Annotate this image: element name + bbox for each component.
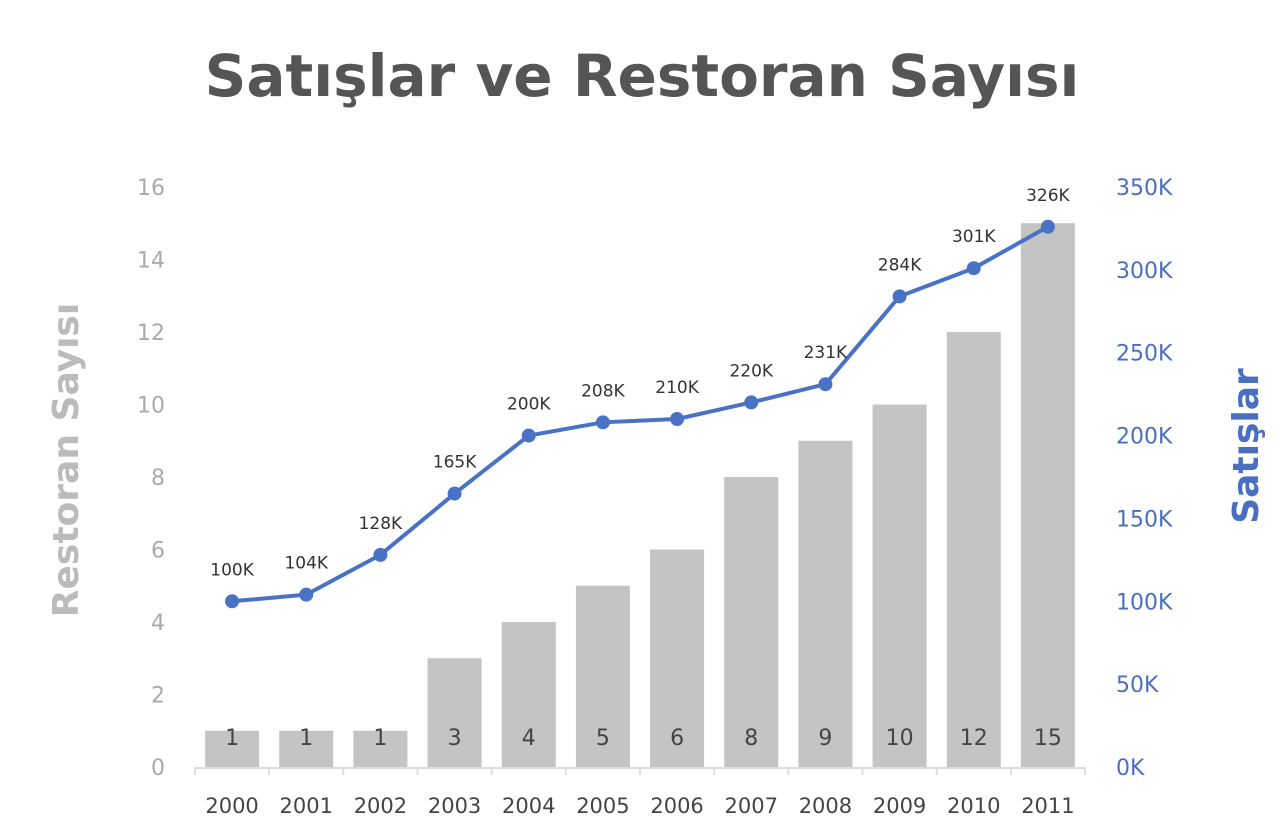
sales-value-label: 210K xyxy=(655,378,699,398)
sales-value-label: 128K xyxy=(359,514,403,534)
x-tick-label: 2010 xyxy=(947,794,1000,818)
y-tick-label: 6 xyxy=(151,539,165,564)
bar xyxy=(872,404,927,767)
sales-point xyxy=(1040,219,1055,234)
bar xyxy=(1020,223,1075,767)
y-tick-label: 8 xyxy=(151,466,165,491)
bar-value-label: 8 xyxy=(744,726,758,751)
bar xyxy=(279,730,334,767)
x-tick-label: 2001 xyxy=(280,794,333,818)
y2-tick-label: 300K xyxy=(1116,259,1173,284)
y2-tick-label: 0K xyxy=(1116,756,1145,781)
x-tick-label: 2000 xyxy=(205,794,258,818)
sales-value-label: 208K xyxy=(581,381,625,401)
bar xyxy=(353,730,408,767)
sales-value-label: 284K xyxy=(878,255,922,275)
sales-line xyxy=(231,225,1049,604)
x-tick-label: 2007 xyxy=(725,794,778,818)
x-tick-label: 2006 xyxy=(650,794,703,818)
sales-value-label: 301K xyxy=(952,227,996,247)
sales-point xyxy=(447,486,462,501)
bar-value-label: 4 xyxy=(522,726,536,751)
x-tick-label: 2011 xyxy=(1021,794,1074,818)
sales-point xyxy=(966,261,981,276)
sales-point xyxy=(595,415,610,430)
sales-value-label: 100K xyxy=(210,560,254,580)
y-tick-label: 4 xyxy=(151,611,165,636)
sales-point xyxy=(521,428,536,443)
bar-value-label: 3 xyxy=(448,726,462,751)
bar-value-label: 9 xyxy=(818,726,832,751)
bar xyxy=(427,658,482,767)
sales-value-label: 220K xyxy=(729,361,773,381)
sales-point xyxy=(299,587,314,602)
y2-tick-label: 150K xyxy=(1116,507,1173,532)
sales-point xyxy=(744,395,759,410)
bar xyxy=(798,440,853,767)
y-tick-label: 2 xyxy=(151,684,165,709)
x-tick-label: 2005 xyxy=(576,794,629,818)
bar-value-label: 15 xyxy=(1034,726,1062,751)
bar xyxy=(724,477,779,767)
x-tick-label: 2004 xyxy=(502,794,555,818)
sales-value-label: 231K xyxy=(804,343,848,363)
y-tick-label: 12 xyxy=(137,321,165,346)
y-tick-label: 10 xyxy=(137,394,165,419)
sales-value-label: 165K xyxy=(433,453,477,473)
y-tick-label: 0 xyxy=(151,756,165,781)
x-tick-label: 2009 xyxy=(873,794,926,818)
y2-axis-label: Satışlar xyxy=(1226,368,1267,524)
y2-tick-label: 250K xyxy=(1116,342,1173,367)
bar xyxy=(501,622,556,767)
bar-value-label: 1 xyxy=(225,726,239,751)
sales-point xyxy=(670,412,685,426)
y2-tick-label: 50K xyxy=(1116,673,1159,698)
y2-tick-label: 200K xyxy=(1116,425,1173,450)
y-tick-label: 16 xyxy=(137,176,165,201)
sales-value-label: 200K xyxy=(507,395,551,415)
x-tick-label: 2003 xyxy=(428,794,481,818)
sales-point xyxy=(892,289,907,304)
y2-tick-label: 350K xyxy=(1116,176,1173,201)
bar xyxy=(575,585,630,767)
bar xyxy=(205,730,260,767)
bar xyxy=(650,549,705,767)
sales-point xyxy=(818,377,833,392)
bar-value-label: 10 xyxy=(886,726,914,751)
x-tick-label: 2008 xyxy=(799,794,852,818)
bar-value-label: 5 xyxy=(596,726,610,751)
bar-value-label: 1 xyxy=(373,726,387,751)
x-tick-label: 2002 xyxy=(354,794,407,818)
y2-tick-label: 100K xyxy=(1116,590,1173,615)
bar-value-label: 1 xyxy=(299,726,313,751)
y-axis-label: Restoran Sayısı xyxy=(46,303,87,617)
chart-title: Satışlar ve Restoran Sayısı xyxy=(205,42,1080,110)
sales-point xyxy=(225,594,240,609)
sales-value-label: 104K xyxy=(284,554,328,574)
sales-value-label: 326K xyxy=(1026,186,1070,206)
bar xyxy=(946,332,1001,767)
y-tick-label: 14 xyxy=(137,249,165,274)
bar-value-label: 6 xyxy=(670,726,684,751)
bar-value-label: 12 xyxy=(960,726,988,751)
sales-point xyxy=(373,547,388,562)
